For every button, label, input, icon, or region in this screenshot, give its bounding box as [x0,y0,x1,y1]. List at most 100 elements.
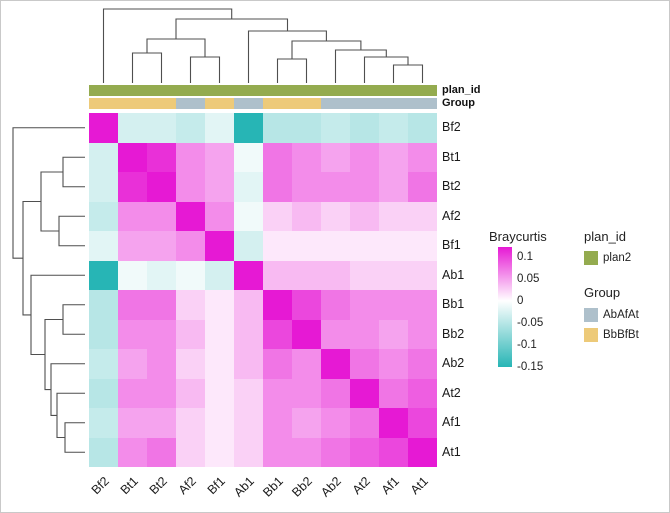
heatmap-cell-Ab2-Bb1 [263,349,292,379]
heatmap-cell-Bf2-Af1 [379,113,408,143]
group-annotation-label: Group [442,97,475,109]
row-label-Bb2: Bb2 [442,326,465,341]
heatmap-cell-At1-Ab2 [321,437,350,467]
heatmap-cell-Bb1-Bf2 [89,290,118,320]
heatmap-cell-Ab2-Af2 [176,349,205,379]
heatmap-cell-At2-Af1 [379,378,408,408]
group-annotation-At1 [408,98,437,109]
heatmap-cell-Bf1-Bb1 [263,231,292,261]
heatmap-cell-Bt2-Ab1 [234,172,263,202]
heatmap-cell-Bb1-Bb1 [263,290,292,320]
heatmap-cell-At1-Af2 [176,437,205,467]
heatmap-cell-At1-Bf2 [89,437,118,467]
heatmap-cell-Af1-At1 [408,408,437,438]
heatmap-cell-Bb1-Bt2 [147,290,176,320]
heatmap-cell-Bf2-Bb2 [292,113,321,143]
heatmap-cell-At2-Bt2 [147,378,176,408]
heatmap-cell-Bf2-Af2 [176,113,205,143]
colorbar-tick--0.15: -0.15 [517,361,544,373]
heatmap-cell-Af2-Bb2 [292,201,321,231]
heatmap-cell-Bf2-At2 [350,113,379,143]
heatmap-cell-At2-Bf2 [89,378,118,408]
heatmap-cell-Bb1-Af2 [176,290,205,320]
heatmap-cell-Af1-Af1 [379,408,408,438]
row-label-Ab1: Ab1 [442,267,465,282]
heatmap-cell-Bt2-Bb2 [292,172,321,202]
heatmap-cell-Bt1-Bt2 [147,142,176,172]
heatmap-cell-Bt2-Af1 [379,172,408,202]
heatmap-cell-At1-At2 [350,437,379,467]
heatmap-cell-Af2-Af2 [176,201,205,231]
heatmap-cell-Bt1-Bb1 [263,142,292,172]
heatmap-cell-Ab2-At2 [350,349,379,379]
heatmap-cell-Ab1-Bb1 [263,260,292,290]
heatmap-cell-Af2-Bb1 [263,201,292,231]
heatmap-cell-Bt1-Af1 [379,142,408,172]
heatmap-cell-Ab2-Bf2 [89,349,118,379]
heatmap-cell-Bf1-Af2 [176,231,205,261]
heatmap-cell-At2-At1 [408,378,437,408]
heatmap-cell-Bf2-At1 [408,113,437,143]
heatmap-cell-Ab1-Bt2 [147,260,176,290]
heatmap-cell-Bt2-At1 [408,172,437,202]
heatmap-cell-Ab2-Ab2 [321,349,350,379]
colorbar-tick-0.1: 0.1 [517,250,533,263]
heatmap-cell-At1-Af1 [379,437,408,467]
heatmap-cell-Af1-Bf2 [89,408,118,438]
heatmap-cell-Af2-At2 [350,201,379,231]
heatmap-cell-Af2-At1 [408,201,437,231]
group-annotation-bar [89,98,437,109]
heatmap-cell-Bf2-Ab2 [321,113,350,143]
heatmap-cell-Bf1-Bb2 [292,231,321,261]
heatmap-cell-Af1-Bb1 [263,408,292,438]
heatmap-cell-Af2-Bf2 [89,201,118,231]
heatmap-cell-Af2-Ab2 [321,201,350,231]
heatmap-cell-Ab2-Ab1 [234,349,263,379]
heatmap-cell-Bt1-Af2 [176,142,205,172]
heatmap-cell-At1-At1 [408,437,437,467]
colorbar-tick--0.1: -0.1 [517,338,537,351]
heatmap-cell-Bb2-Ab2 [321,319,350,349]
heatmap-cell-Af2-Ab1 [234,201,263,231]
heatmap-cell-Bb2-Af2 [176,319,205,349]
heatmap-cell-Ab1-Bf1 [205,260,234,290]
heatmap-cell-Af2-Af1 [379,201,408,231]
heatmap-cell-Bt1-Bt1 [118,142,147,172]
group-annotation-Ab1 [234,98,263,109]
heatmap-cell-Af1-Bt1 [118,408,147,438]
heatmap-cell-Af1-Ab2 [321,408,350,438]
heatmap-cell-Bt2-Ab2 [321,172,350,202]
heatmap-cell-Bb2-Bb2 [292,319,321,349]
legend-label-plan2: plan2 [603,252,632,264]
heatmap-cell-Bb1-Bt1 [118,290,147,320]
heatmap-cell-Ab1-Ab1 [234,260,263,290]
heatmap-matrix [89,113,437,467]
heatmap-cell-At1-Bb2 [292,437,321,467]
heatmap-cell-Af2-Bt1 [118,201,147,231]
heatmap-cell-Af1-Ab1 [234,408,263,438]
heatmap-cell-Bb2-Bb1 [263,319,292,349]
row-label-Af2: Af2 [442,208,461,223]
colorbar-title: Braycurtis [489,229,547,244]
heatmap-cell-Bb2-At2 [350,319,379,349]
heatmap-cell-At2-Bb2 [292,378,321,408]
heatmap-cell-Bb1-At2 [350,290,379,320]
group-annotation-Bf1 [205,98,234,109]
heatmap-cell-Bf1-Bt1 [118,231,147,261]
legend-group-title: Group [584,285,621,300]
colorbar-tick--0.05: -0.05 [517,316,544,329]
plan-id-annotation-bar [89,85,437,96]
group-annotation-Bb1 [263,98,292,109]
row-label-At2: At2 [442,385,461,400]
row-dendrogram [12,127,85,453]
row-label-Bf2: Bf2 [442,120,461,134]
group-annotation-Af2 [176,98,205,109]
heatmap-cell-At2-Ab2 [321,378,350,408]
heatmap-cell-Bf1-Bf2 [89,231,118,261]
heatmap-cell-At1-Bt2 [147,437,176,467]
group-annotation-At2 [350,98,379,109]
heatmap-cell-Ab1-Bb2 [292,260,321,290]
heatmap-cell-At1-Bf1 [205,437,234,467]
heatmap-cell-Bb2-Ab1 [234,319,263,349]
